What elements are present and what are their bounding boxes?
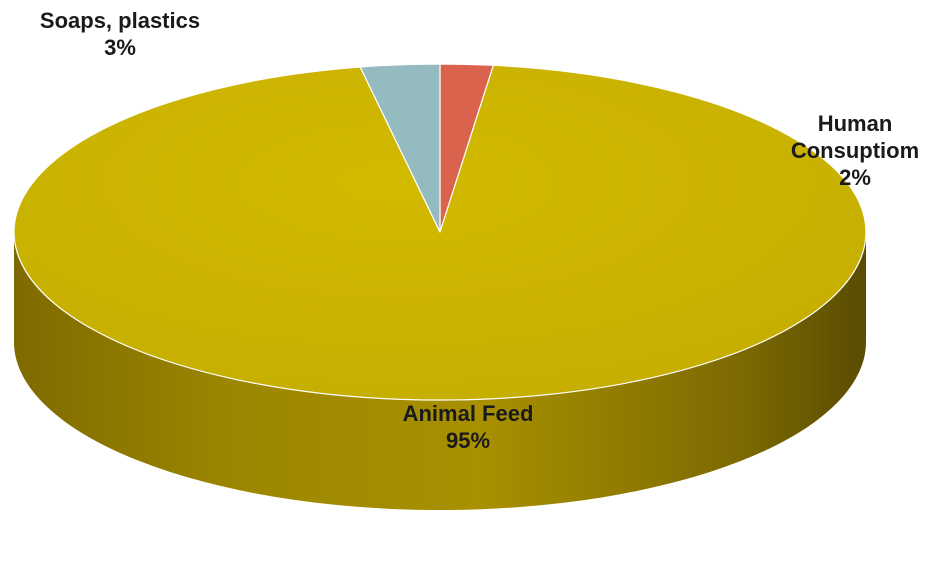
pie-side-animal-feed bbox=[14, 232, 866, 510]
pie-slice-animal-feed bbox=[13, 64, 867, 401]
pie-label-layer: Human Consuptiom 2% Animal Feed 95% Soaps, pl… bbox=[40, 8, 919, 453]
pie-slice-soaps-plastics bbox=[359, 63, 441, 233]
slice-label-human-consuptiom: Human Consuptiom 2% bbox=[791, 111, 919, 190]
pie-side-layer bbox=[14, 232, 866, 510]
pie-top-layer bbox=[13, 63, 867, 401]
slice-name-soaps-plastics: Soaps, plastics bbox=[40, 8, 200, 33]
slice-value-human-consuptiom: 2% bbox=[839, 165, 871, 190]
slice-name-human-consuptiom: Consuptiom bbox=[791, 138, 919, 163]
slice-name-human-consuptiom: Human bbox=[818, 111, 893, 136]
slice-value-soaps-plastics: 3% bbox=[104, 35, 136, 60]
slice-label-animal-feed: Animal Feed 95% bbox=[403, 401, 534, 453]
slice-value-animal-feed: 95% bbox=[446, 428, 490, 453]
slice-label-soaps-plastics: Soaps, plastics 3% bbox=[40, 8, 200, 60]
slice-name-animal-feed: Animal Feed bbox=[403, 401, 534, 426]
